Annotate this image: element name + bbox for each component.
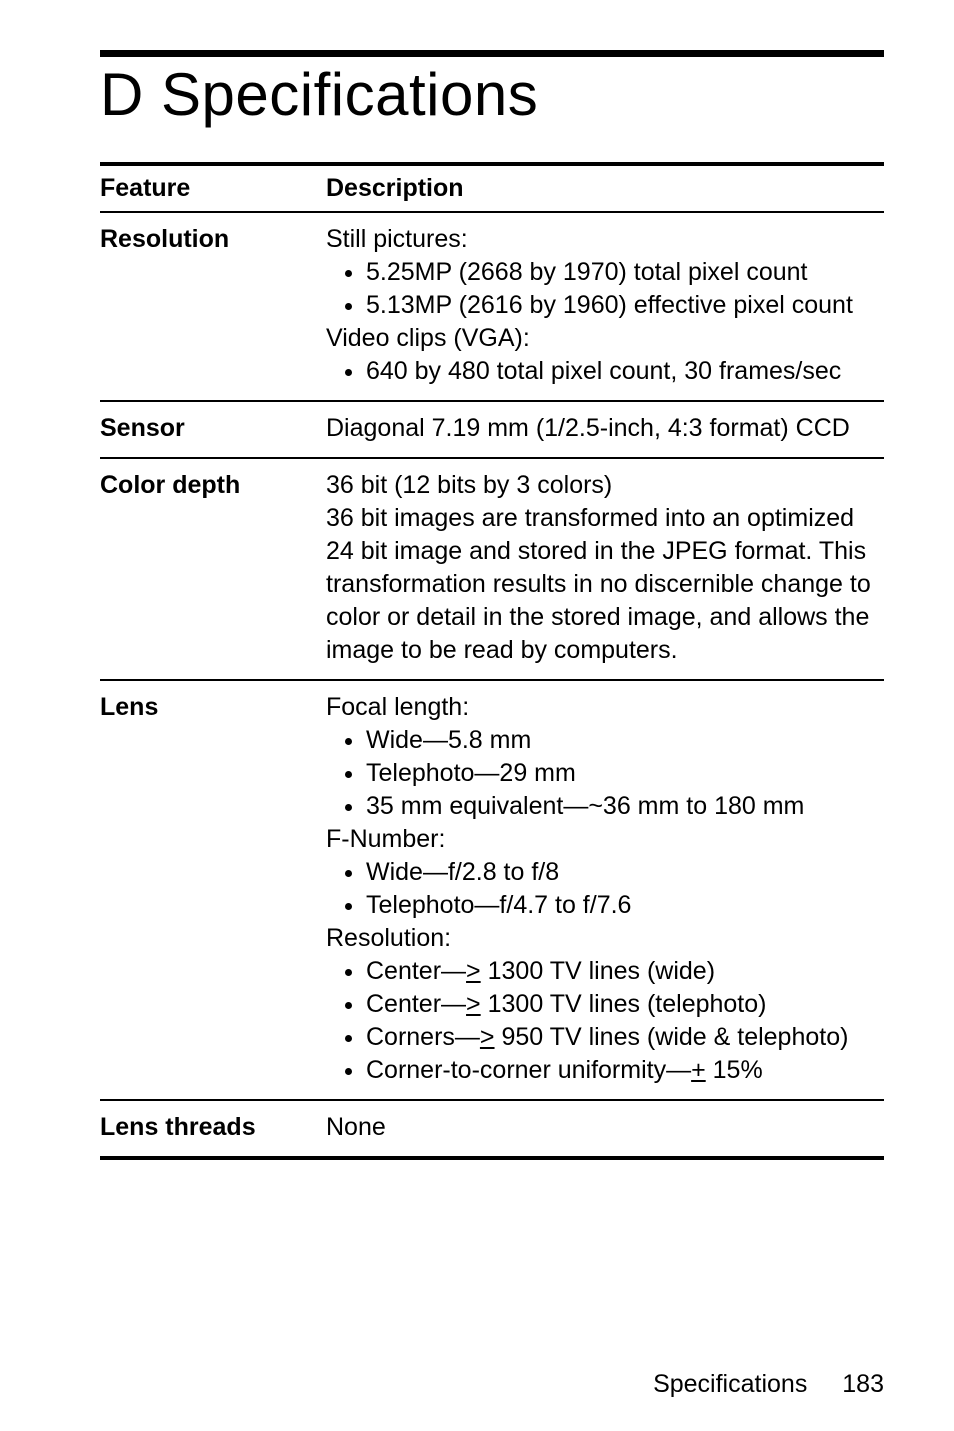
desc-text: None	[326, 1111, 878, 1144]
feature-desc: None	[326, 1100, 884, 1158]
bullet-item: Center—> 1300 TV lines (wide)	[366, 955, 878, 988]
bullet-list: 5.25MP (2668 by 1970) total pixel count …	[326, 256, 878, 322]
page: D Specifications Feature Description Res…	[0, 0, 954, 1431]
col-feature: Feature	[100, 164, 326, 212]
bullet-item: Center—> 1300 TV lines (telephoto)	[366, 988, 878, 1021]
feature-label: Resolution	[100, 212, 326, 401]
desc-text: Diagonal 7.19 mm (1/2.5-inch, 4:3 format…	[326, 412, 878, 445]
row-lens: Lens Focal length: Wide—5.8 mm Telephoto…	[100, 680, 884, 1100]
feature-label: Lens threads	[100, 1100, 326, 1158]
feature-label: Sensor	[100, 401, 326, 458]
bullet-item: Wide—f/2.8 to f/8	[366, 856, 878, 889]
feature-desc: 36 bit (12 bits by 3 colors) 36 bit imag…	[326, 458, 884, 680]
page-footer: Specifications 183	[653, 1370, 884, 1399]
row-lens-threads: Lens threads None	[100, 1100, 884, 1158]
bullet-item: Telephoto—29 mm	[366, 757, 878, 790]
chapter-title: D Specifications	[100, 63, 884, 126]
bullet-item: 640 by 480 total pixel count, 30 frames/…	[366, 355, 878, 388]
row-color-depth: Color depth 36 bit (12 bits by 3 colors)…	[100, 458, 884, 680]
row-sensor: Sensor Diagonal 7.19 mm (1/2.5-inch, 4:3…	[100, 401, 884, 458]
feature-label: Lens	[100, 680, 326, 1100]
footer-section: Specifications	[653, 1370, 807, 1398]
desc-text: Video clips (VGA):	[326, 322, 878, 355]
spec-table: Feature Description Resolution Still pic…	[100, 162, 884, 1160]
bullet-item: Telephoto—f/4.7 to f/7.6	[366, 889, 878, 922]
bullet-item: 5.25MP (2668 by 1970) total pixel count	[366, 256, 878, 289]
footer-page-number: 183	[842, 1370, 884, 1398]
desc-text: F-Number:	[326, 823, 878, 856]
feature-desc: Still pictures: 5.25MP (2668 by 1970) to…	[326, 212, 884, 401]
feature-desc: Diagonal 7.19 mm (1/2.5-inch, 4:3 format…	[326, 401, 884, 458]
desc-text: Resolution:	[326, 922, 878, 955]
bullet-item: 35 mm equivalent—~36 mm to 180 mm	[366, 790, 878, 823]
bullet-list: 640 by 480 total pixel count, 30 frames/…	[326, 355, 878, 388]
desc-text: Focal length:	[326, 691, 878, 724]
bullet-list: Center—> 1300 TV lines (wide) Center—> 1…	[326, 955, 878, 1087]
bullet-item: Corner-to-corner uniformity—+ 15%	[366, 1054, 878, 1087]
table-header-row: Feature Description	[100, 164, 884, 212]
bullet-list: Wide—f/2.8 to f/8 Telephoto—f/4.7 to f/7…	[326, 856, 878, 922]
row-resolution: Resolution Still pictures: 5.25MP (2668 …	[100, 212, 884, 401]
desc-text: Still pictures:	[326, 223, 878, 256]
bullet-item: Corners—> 950 TV lines (wide & telephoto…	[366, 1021, 878, 1054]
bullet-item: Wide—5.8 mm	[366, 724, 878, 757]
bullet-item: 5.13MP (2616 by 1960) effective pixel co…	[366, 289, 878, 322]
title-rule	[100, 50, 884, 57]
feature-label: Color depth	[100, 458, 326, 680]
col-description: Description	[326, 164, 884, 212]
desc-text: 36 bit (12 bits by 3 colors) 36 bit imag…	[326, 469, 878, 667]
feature-desc: Focal length: Wide—5.8 mm Telephoto—29 m…	[326, 680, 884, 1100]
bullet-list: Wide—5.8 mm Telephoto—29 mm 35 mm equiva…	[326, 724, 878, 823]
